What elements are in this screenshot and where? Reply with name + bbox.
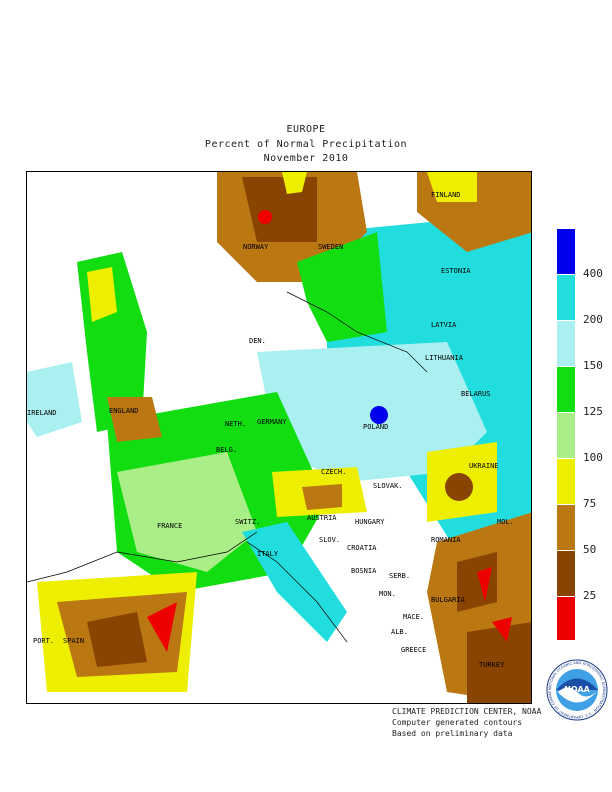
label-moldova: MOL. <box>497 518 514 526</box>
legend-swatch-100-125 <box>557 413 575 458</box>
label-bosnia: BOSNIA <box>351 567 377 575</box>
label-germany: GERMANY <box>257 418 287 426</box>
label-croatia: CROATIA <box>347 544 377 552</box>
legend-swatch-50-75 <box>557 505 575 550</box>
label-belgium: BELG. <box>216 446 238 454</box>
label-bulgaria: BULGARIA <box>431 596 465 604</box>
label-ireland: IRELAND <box>27 409 57 417</box>
label-portugal: PORT. <box>33 637 55 645</box>
credit-source: CLIMATE PREDICTION CENTER, NOAA <box>392 707 542 716</box>
label-lithuania: LITHUANIA <box>425 354 463 362</box>
label-france: FRANCE <box>157 522 183 530</box>
label-hungary: HUNGARY <box>355 518 385 526</box>
legend-swatch-25-50 <box>557 551 575 596</box>
map-title-region: EUROPE <box>286 124 326 135</box>
label-austria: AUSTRIA <box>307 514 337 522</box>
label-romania: ROMANIA <box>431 536 461 544</box>
label-greece: GREECE <box>401 646 427 654</box>
noaa-logo-text: NOAA <box>564 685 590 694</box>
legend-tick-50: 50 <box>583 543 597 556</box>
legend-color-bar <box>557 229 575 640</box>
legend-tick-25: 25 <box>583 589 597 602</box>
label-norway: NORWAY <box>243 243 269 251</box>
legend-swatch-above-400 <box>557 229 575 274</box>
legend-tick-75: 75 <box>583 497 597 510</box>
label-belarus: BELARUS <box>461 390 491 398</box>
legend-swatch-125-150 <box>557 367 575 412</box>
label-albania: ALB. <box>391 628 408 636</box>
credit-method: Computer generated contours <box>392 718 523 727</box>
legend-tick-150: 150 <box>583 359 603 372</box>
map-canvas <box>27 172 531 703</box>
legend-tick-100: 100 <box>583 451 603 464</box>
label-england: ENGLAND <box>109 407 139 415</box>
legend-swatch-below-25 <box>557 597 575 640</box>
label-poland: POLAND <box>363 423 389 431</box>
precipitation-map: FINLAND NORWAY SWEDEN ESTONIA LATVIA LIT… <box>26 171 532 704</box>
credit-data-note: Based on preliminary data <box>392 729 513 738</box>
label-finland: FINLAND <box>431 191 461 199</box>
label-czech: CZECH. <box>321 468 347 476</box>
label-serbia: SERB. <box>389 572 411 580</box>
label-denmark: DEN. <box>249 337 266 345</box>
label-turkey: TURKEY <box>479 661 505 669</box>
label-switzerland: SWITZ. <box>235 518 261 526</box>
label-italy: ITALY <box>257 550 279 558</box>
label-montenegro: MON. <box>379 590 396 598</box>
label-macedonia: MACE. <box>403 613 425 621</box>
label-ukraine: UKRAINE <box>469 462 499 470</box>
legend-tick-400: 400 <box>583 267 603 280</box>
noaa-logo: NOAA NATIONAL OCEANIC AND ATMOSPHERIC AD… <box>545 656 608 721</box>
label-spain: SPAIN <box>63 637 85 645</box>
legend-swatch-200-400 <box>557 275 575 320</box>
noaa-logo-icon: NOAA NATIONAL OCEANIC AND ATMOSPHERIC AD… <box>545 656 608 721</box>
legend-swatch-150-200 <box>557 321 575 366</box>
label-estonia: ESTONIA <box>441 267 471 275</box>
label-slovakia: SLOVAK. <box>373 482 403 490</box>
legend-tick-125: 125 <box>583 405 603 418</box>
map-title-period: November 2010 <box>263 153 349 164</box>
label-sweden: SWEDEN <box>318 243 344 251</box>
legend-tick-200: 200 <box>583 313 603 326</box>
label-netherlands: NETH. <box>225 420 247 428</box>
label-latvia: LATVIA <box>431 321 457 329</box>
map-title-variable: Percent of Normal Precipitation <box>204 139 408 150</box>
label-slovenia: SLOV. <box>319 536 341 544</box>
legend-swatch-75-100 <box>557 459 575 504</box>
